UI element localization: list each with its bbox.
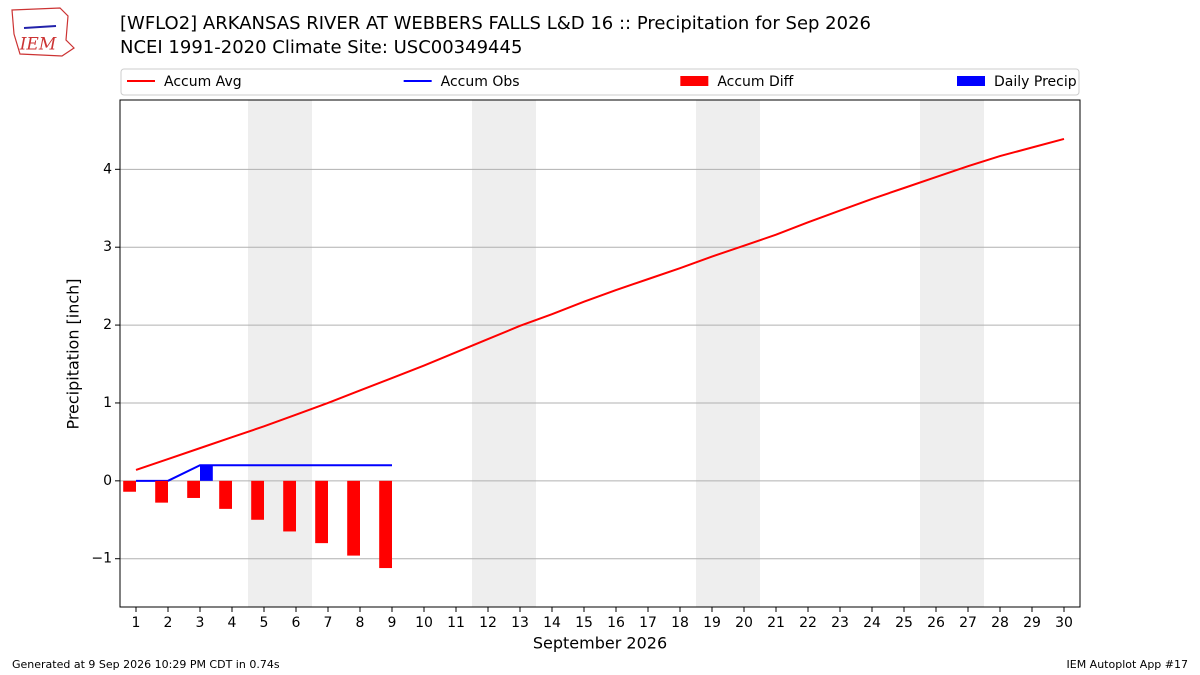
x-tick-label: 7 [324,615,333,631]
x-tick-label: 21 [767,615,785,631]
x-tick-label: 16 [607,615,625,631]
y-axis-label: Precipitation [inch] [64,278,83,429]
x-tick-label: 27 [959,615,977,631]
bar [155,480,168,503]
x-tick-label: 14 [543,615,561,631]
y-tick-label: 1 [103,395,112,411]
y-tick-label: 4 [103,161,112,177]
x-tick-label: 1 [132,615,141,631]
weekend-shade [696,100,760,607]
x-tick-label: 23 [831,615,849,631]
bar [200,465,213,481]
plot-frame [119,99,1081,608]
x-tick-label: 4 [228,615,237,631]
bar [187,480,200,498]
x-tick-label: 28 [991,615,1009,631]
x-tick-label: 18 [671,615,689,631]
y-tick-label: −1 [91,551,112,567]
logo: IEM [11,7,75,57]
legend-label: Accum Avg [164,74,242,90]
y-tick-label: 3 [103,239,112,255]
x-tick-label: 25 [895,615,913,631]
x-tick-label: 15 [575,615,593,631]
y-tick-label: 2 [103,317,112,333]
line [136,464,392,482]
weekend-shade [472,100,536,607]
x-tick-label: 8 [356,615,365,631]
x-tick-label: 19 [703,615,721,631]
x-tick-label: 11 [447,615,465,631]
x-tick-label: 2 [164,615,173,631]
x-tick-label: 13 [511,615,529,631]
bar [123,480,136,492]
weekend-shade [920,100,984,607]
x-tick-label: 6 [292,615,301,631]
x-tick-label: 29 [1023,615,1041,631]
x-axis-label: September 2026 [533,634,667,653]
chart-title: [WFLO2] ARKANSAS RIVER AT WEBBERS FALLS … [120,13,871,34]
weekend-shade [248,100,312,607]
x-tick-label: 30 [1055,615,1073,631]
legend-label: Accum Diff [717,74,793,90]
x-tick-label: 12 [479,615,497,631]
legend-swatch [680,76,709,86]
bar [251,480,264,520]
legend-label: Daily Precip [994,74,1077,90]
logo-outline [11,7,75,57]
footer-right: IEM Autoplot App #17 [1067,658,1189,671]
x-tick-label: 22 [799,615,817,631]
x-tick-label: 17 [639,615,657,631]
x-tick-label: 20 [735,615,753,631]
line [135,137,1065,471]
bar [219,480,232,509]
bar [379,480,392,569]
legend-swatch [957,76,985,86]
x-tick-label: 26 [927,615,945,631]
y-tick-label: 0 [103,473,112,489]
chart-subtitle: NCEI 1991-2020 Climate Site: USC00349445 [120,37,522,58]
legend: Accum Avg Accum Obs Accum Diff Daily Precip [120,68,1080,96]
x-tick-label: 3 [196,615,205,631]
legend-box [120,68,1080,96]
bar [347,480,360,556]
bar [315,480,328,544]
x-tick-label: 5 [260,615,269,631]
logo-line [23,25,57,29]
x-tick-label: 9 [388,615,397,631]
x-tick-label: 10 [415,615,433,631]
legend-label: Accum Obs [441,74,520,90]
bar [283,480,296,532]
x-tick-label: 24 [863,615,881,631]
logo-text: IEM [19,35,57,55]
footer-left: Generated at 9 Sep 2026 10:29 PM CDT in … [12,658,280,671]
